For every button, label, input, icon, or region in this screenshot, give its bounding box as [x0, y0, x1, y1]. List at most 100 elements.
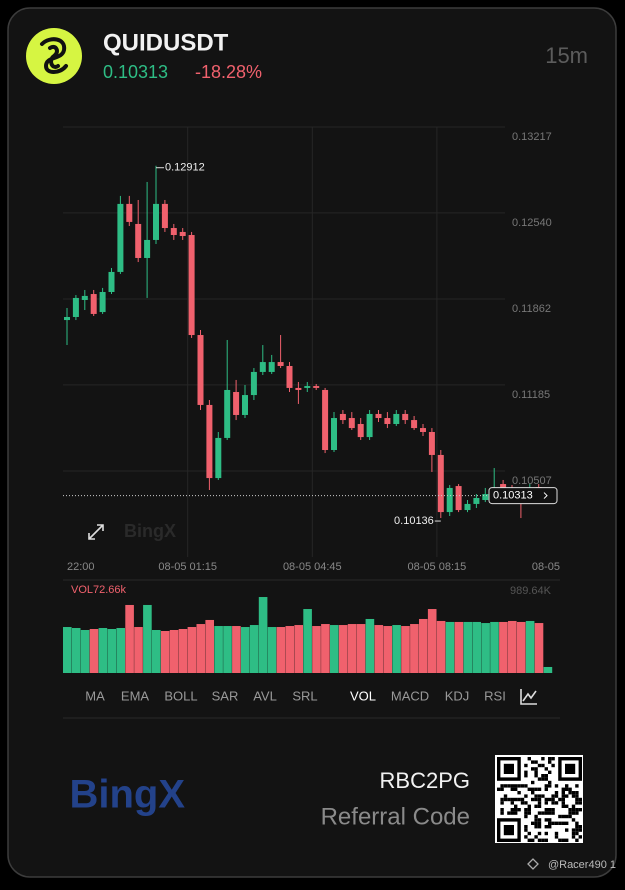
qr-module [524, 828, 528, 832]
interval[interactable]: 15m [545, 43, 588, 68]
qr-module [578, 801, 582, 805]
qr-module [517, 808, 521, 812]
qr-module [537, 825, 542, 829]
volume-bar [330, 625, 339, 673]
qr-module [531, 821, 535, 825]
last-price-label: 0.10313 [493, 489, 533, 501]
volume-bar [525, 620, 535, 673]
qr-module [551, 797, 555, 802]
chart-type-icon[interactable] [520, 689, 537, 705]
volume-bar [392, 625, 401, 673]
volume-bar [125, 604, 134, 673]
qr-module [500, 808, 504, 812]
qr-module [575, 838, 579, 842]
indicator-tab[interactable]: VOL [350, 688, 376, 703]
volume-bar [276, 627, 286, 673]
volume-bar [116, 628, 125, 673]
indicator-tab[interactable]: SAR [212, 688, 239, 703]
indicator-tab[interactable]: KDJ [445, 688, 470, 703]
qr-module [578, 828, 582, 832]
qr-module [524, 774, 528, 778]
qr-module [571, 818, 576, 822]
qr-module [497, 787, 501, 791]
change: -18.28% [195, 62, 262, 82]
volume-bar [445, 621, 455, 673]
qr-module [544, 784, 548, 788]
qr-module [575, 801, 579, 805]
indicator-tab[interactable]: BOLL [164, 688, 197, 703]
qr-module [568, 814, 572, 819]
candle-body [268, 362, 275, 372]
volume-bar [294, 625, 303, 673]
volume-bar [321, 624, 330, 673]
volume-bar [454, 621, 464, 673]
qr-module [541, 838, 545, 842]
qr-module [524, 770, 528, 774]
qr-module [520, 797, 525, 802]
volume-bar [463, 621, 473, 673]
qr-module [568, 811, 572, 815]
candle-body [224, 389, 231, 438]
indicator-tab[interactable]: EMA [121, 688, 150, 703]
qr-module [544, 825, 548, 829]
qr-module [551, 808, 555, 812]
x-tick-label: 22:00 [67, 561, 95, 573]
volume-bar [356, 624, 366, 673]
qr-module [561, 838, 565, 842]
candle-body [233, 392, 240, 415]
volume-bar [267, 627, 277, 673]
indicator-tab[interactable]: AVL [253, 688, 277, 703]
candle-body [348, 418, 355, 429]
qr-module [517, 784, 521, 788]
volume-bar [347, 624, 357, 673]
referral-label: Referral Code [321, 803, 470, 830]
candle-body [188, 235, 195, 336]
expand-icon[interactable] [88, 524, 104, 540]
qr-module [534, 760, 538, 764]
indicator-tab[interactable]: RSI [484, 688, 506, 703]
volume-bar [223, 626, 232, 673]
qr-module [537, 794, 542, 798]
candle-body [393, 413, 400, 424]
qr-module [537, 831, 542, 836]
qr-module [544, 811, 548, 815]
qr-module [578, 835, 582, 839]
volume-label: VOL72.66k [71, 584, 127, 596]
volume-bar [89, 629, 99, 673]
qr-module [554, 794, 559, 798]
qr-module [527, 804, 531, 808]
qr-module [531, 767, 535, 771]
volume-bar [472, 621, 481, 673]
candle-body [206, 404, 213, 479]
indicator-tab[interactable]: MA [85, 688, 105, 703]
candle-body [81, 295, 88, 300]
qr-module [578, 808, 582, 812]
qr-module [575, 811, 579, 815]
qr-module [554, 831, 559, 836]
volume-bar [178, 629, 188, 673]
indicator-tab[interactable]: MACD [391, 688, 429, 703]
qr-module [524, 814, 528, 819]
qr-module [531, 791, 535, 795]
qr-module [558, 797, 562, 802]
qr-module [541, 774, 545, 778]
qr-module [544, 797, 548, 802]
candle-body [428, 431, 435, 455]
qr-module [531, 797, 535, 802]
volume-bar [63, 627, 72, 673]
brand-logo: BingX [69, 773, 185, 817]
qr-module [537, 838, 542, 842]
qr-module [534, 804, 538, 808]
qr-module [544, 801, 548, 805]
candle-body [357, 423, 364, 438]
volume-bar [107, 629, 117, 673]
qr-module [551, 811, 555, 815]
qr-module [527, 831, 531, 836]
x-tick-label: 08-05 04:45 [283, 561, 342, 573]
qr-module [544, 777, 548, 781]
footer-icon [527, 858, 539, 870]
qr-module [534, 835, 538, 839]
volume-bar [249, 625, 259, 673]
indicator-tab[interactable]: SRL [292, 688, 317, 703]
